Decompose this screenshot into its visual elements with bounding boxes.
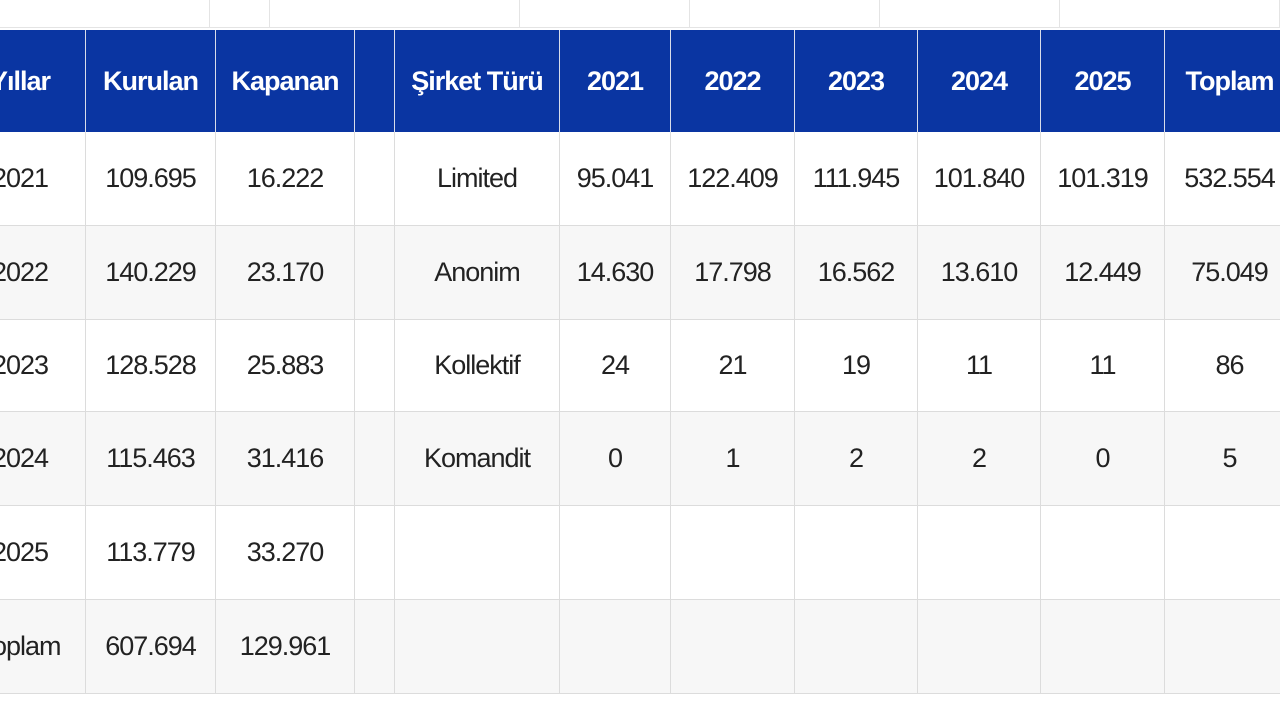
table-cell <box>1041 506 1165 600</box>
table-cell: 607.694 <box>86 600 216 694</box>
top-strip <box>270 0 520 28</box>
table-cell <box>795 600 918 694</box>
spacer-cell <box>355 132 395 226</box>
header-cell: Kurulan <box>86 30 216 132</box>
table-cell: 2024 <box>0 412 86 506</box>
table-cell: 101.319 <box>1041 132 1165 226</box>
table-cell: 33.270 <box>216 506 355 600</box>
top-strip <box>0 0 210 28</box>
top-strip <box>690 0 880 28</box>
table-cell: 0 <box>1041 412 1165 506</box>
table-cell: 95.041 <box>560 132 671 226</box>
table-cell <box>918 506 1041 600</box>
table-cell: 24 <box>560 320 671 412</box>
table-cell: Limited <box>395 132 560 226</box>
table-cell: 0 <box>560 412 671 506</box>
header-cell: 2025 <box>1041 30 1165 132</box>
table-cell: 2025 <box>0 506 86 600</box>
table-cell: 101.840 <box>918 132 1041 226</box>
table-cell <box>560 600 671 694</box>
table-cell: 129.961 <box>216 600 355 694</box>
table-cell <box>671 600 795 694</box>
header-cell: 2021 <box>560 30 671 132</box>
header-cell: Yıllar <box>0 30 86 132</box>
table-cell: 115.463 <box>86 412 216 506</box>
table-cell: Komandit <box>395 412 560 506</box>
table-cell: Toplam <box>0 600 86 694</box>
table-cell: 122.409 <box>671 132 795 226</box>
spacer-cell <box>355 226 395 320</box>
table-cell <box>671 506 795 600</box>
header-cell: Şirket Türü <box>395 30 560 132</box>
header-cell: 2024 <box>918 30 1041 132</box>
table-cell: 2 <box>795 412 918 506</box>
table-cell: 25.883 <box>216 320 355 412</box>
table-cell: 109.695 <box>86 132 216 226</box>
table-cell <box>395 600 560 694</box>
top-strip <box>880 0 1060 28</box>
table-cell: 5 <box>1165 412 1280 506</box>
table-cell: Anonim <box>395 226 560 320</box>
header-cell: 2022 <box>671 30 795 132</box>
table-cell: 113.779 <box>86 506 216 600</box>
top-strip <box>210 0 270 28</box>
table-cell: 2023 <box>0 320 86 412</box>
table-cell <box>1165 506 1280 600</box>
top-strip <box>520 0 690 28</box>
table-cell <box>560 506 671 600</box>
spacer-cell <box>355 412 395 506</box>
table-cell <box>1041 600 1165 694</box>
table-cell: 75.049 <box>1165 226 1280 320</box>
table-cell: Kollektif <box>395 320 560 412</box>
table-cell <box>1165 600 1280 694</box>
table-cell <box>918 600 1041 694</box>
header-spacer <box>355 30 395 132</box>
spacer-cell <box>355 320 395 412</box>
table-cell: 21 <box>671 320 795 412</box>
table-cell: 17.798 <box>671 226 795 320</box>
table-cell: 11 <box>918 320 1041 412</box>
table-cell: 128.528 <box>86 320 216 412</box>
table-cell: 14.630 <box>560 226 671 320</box>
table-cell: 11 <box>1041 320 1165 412</box>
table-cell: 31.416 <box>216 412 355 506</box>
table-cell: 140.229 <box>86 226 216 320</box>
table-cell: 16.562 <box>795 226 918 320</box>
table-cell: 23.170 <box>216 226 355 320</box>
header-cell: 2023 <box>795 30 918 132</box>
table-cell: 12.449 <box>1041 226 1165 320</box>
table-cell: 1 <box>671 412 795 506</box>
table-cell: 2 <box>918 412 1041 506</box>
table-cell: 2021 <box>0 132 86 226</box>
spacer-cell <box>355 600 395 694</box>
table-cell <box>795 506 918 600</box>
table-cell: 532.554 <box>1165 132 1280 226</box>
table-cell: 13.610 <box>918 226 1041 320</box>
table-cell: 2022 <box>0 226 86 320</box>
header-cell: Kapanan <box>216 30 355 132</box>
table-cell: 19 <box>795 320 918 412</box>
spacer-cell <box>355 506 395 600</box>
table-cell: 16.222 <box>216 132 355 226</box>
top-strip <box>1060 0 1280 28</box>
table-cell: 86 <box>1165 320 1280 412</box>
table-cell: 111.945 <box>795 132 918 226</box>
table-cell <box>395 506 560 600</box>
header-cell: Toplam <box>1165 30 1280 132</box>
